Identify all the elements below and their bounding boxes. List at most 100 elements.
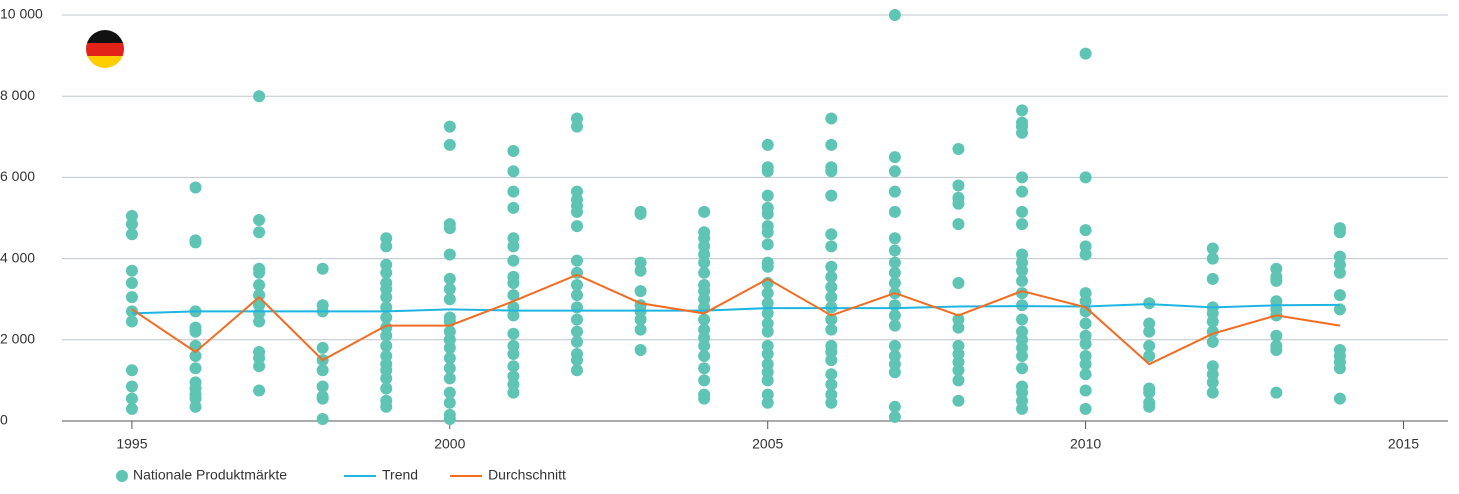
scatter-point <box>443 248 456 261</box>
scatter-point <box>634 264 647 277</box>
scatter-point <box>253 90 266 103</box>
y-tick-label: 4 000 <box>0 249 35 265</box>
scatter-point <box>1079 384 1092 397</box>
scatter-point <box>1143 350 1156 363</box>
scatter-point <box>443 120 456 133</box>
scatter-point <box>570 335 583 348</box>
scatter-point <box>888 9 901 21</box>
scatter-point <box>952 218 965 231</box>
scatter-point <box>888 319 901 332</box>
scatter-point <box>698 313 711 326</box>
scatter-point <box>825 281 838 294</box>
scatter-point <box>1206 386 1219 399</box>
scatter-point <box>761 297 774 310</box>
scatter-point <box>1143 400 1156 413</box>
scatter-point <box>1016 274 1029 287</box>
scatter-point <box>761 307 774 320</box>
scatter-point <box>316 364 329 377</box>
scatter-point <box>761 348 774 361</box>
scatter-point <box>507 360 520 373</box>
scatter-point <box>825 368 838 381</box>
scatter-point <box>761 226 774 239</box>
scatter-point <box>570 220 583 233</box>
scatter-point <box>189 350 202 363</box>
scatter-point <box>761 374 774 387</box>
scatter-point <box>380 400 393 413</box>
scatter-point <box>761 260 774 273</box>
scatter-point <box>761 238 774 251</box>
y-tick-label: 6 000 <box>0 168 35 184</box>
scatter-point <box>761 325 774 338</box>
scatter-point <box>380 266 393 279</box>
scatter-point <box>125 228 138 241</box>
scatter-point <box>888 185 901 198</box>
scatter-point <box>761 138 774 151</box>
scatter-point <box>888 339 901 352</box>
scatter-point <box>443 412 456 425</box>
scatter-point <box>253 384 266 397</box>
scatter-point <box>507 240 520 253</box>
scatter-point <box>570 325 583 338</box>
scatter-point <box>888 151 901 164</box>
scatter-point <box>825 291 838 304</box>
scatter-point <box>125 291 138 304</box>
scatter-point <box>825 138 838 151</box>
scatter-point <box>761 207 774 220</box>
scatter-point <box>1206 272 1219 285</box>
y-tick-label: 10 000 <box>0 6 43 22</box>
scatter-point <box>952 394 965 407</box>
scatter-point <box>1016 350 1029 363</box>
scatter-point <box>380 240 393 253</box>
scatter-point <box>316 341 329 354</box>
scatter-point <box>570 254 583 267</box>
scatter-point <box>1079 337 1092 350</box>
scatter-point <box>507 309 520 322</box>
scatter-point <box>1016 362 1029 375</box>
x-tick-label: 1995 <box>116 436 147 452</box>
scatter-point <box>443 362 456 375</box>
scatter-point <box>253 360 266 373</box>
scatter-point <box>825 378 838 391</box>
scatter-point <box>507 145 520 158</box>
scatter-point <box>380 311 393 324</box>
scatter-point <box>570 289 583 302</box>
scatter-point <box>507 165 520 178</box>
scatter-point <box>253 289 266 302</box>
scatter-point <box>698 362 711 375</box>
scatter-point <box>1079 295 1092 308</box>
scatter-point <box>507 185 520 198</box>
scatter-point <box>1206 252 1219 265</box>
scatter-point <box>125 402 138 415</box>
x-tick-label: 2010 <box>1070 436 1101 452</box>
scatter-point <box>888 256 901 269</box>
scatter-point <box>1079 368 1092 381</box>
scatter-point <box>253 315 266 328</box>
scatter-point <box>443 138 456 151</box>
scatter-point <box>380 329 393 342</box>
scatter-point <box>825 165 838 178</box>
scatter-point <box>507 201 520 214</box>
scatter-point <box>888 400 901 413</box>
scatter-point <box>888 276 901 289</box>
scatter-point <box>888 309 901 322</box>
scatter-point <box>316 380 329 393</box>
scatter-point <box>888 366 901 379</box>
scatter-point <box>1079 248 1092 261</box>
legend-label: Nationale Produktmärkte <box>133 467 287 483</box>
scatter-point <box>507 386 520 399</box>
scatter-point <box>570 205 583 218</box>
scatter-point <box>825 240 838 253</box>
scatter-point <box>952 179 965 192</box>
scatter-point <box>1270 386 1283 399</box>
scatter-point <box>888 244 901 257</box>
scatter-point <box>634 323 647 336</box>
scatter-point <box>825 112 838 125</box>
x-tick-label: 2015 <box>1388 436 1419 452</box>
scatter-point <box>1016 402 1029 415</box>
scatter-point <box>1143 339 1156 352</box>
scatter-point <box>253 278 266 291</box>
scatter-point <box>189 400 202 413</box>
scatter-point <box>125 392 138 405</box>
x-tick-label: 2005 <box>752 436 783 452</box>
scatter-point <box>570 120 583 133</box>
